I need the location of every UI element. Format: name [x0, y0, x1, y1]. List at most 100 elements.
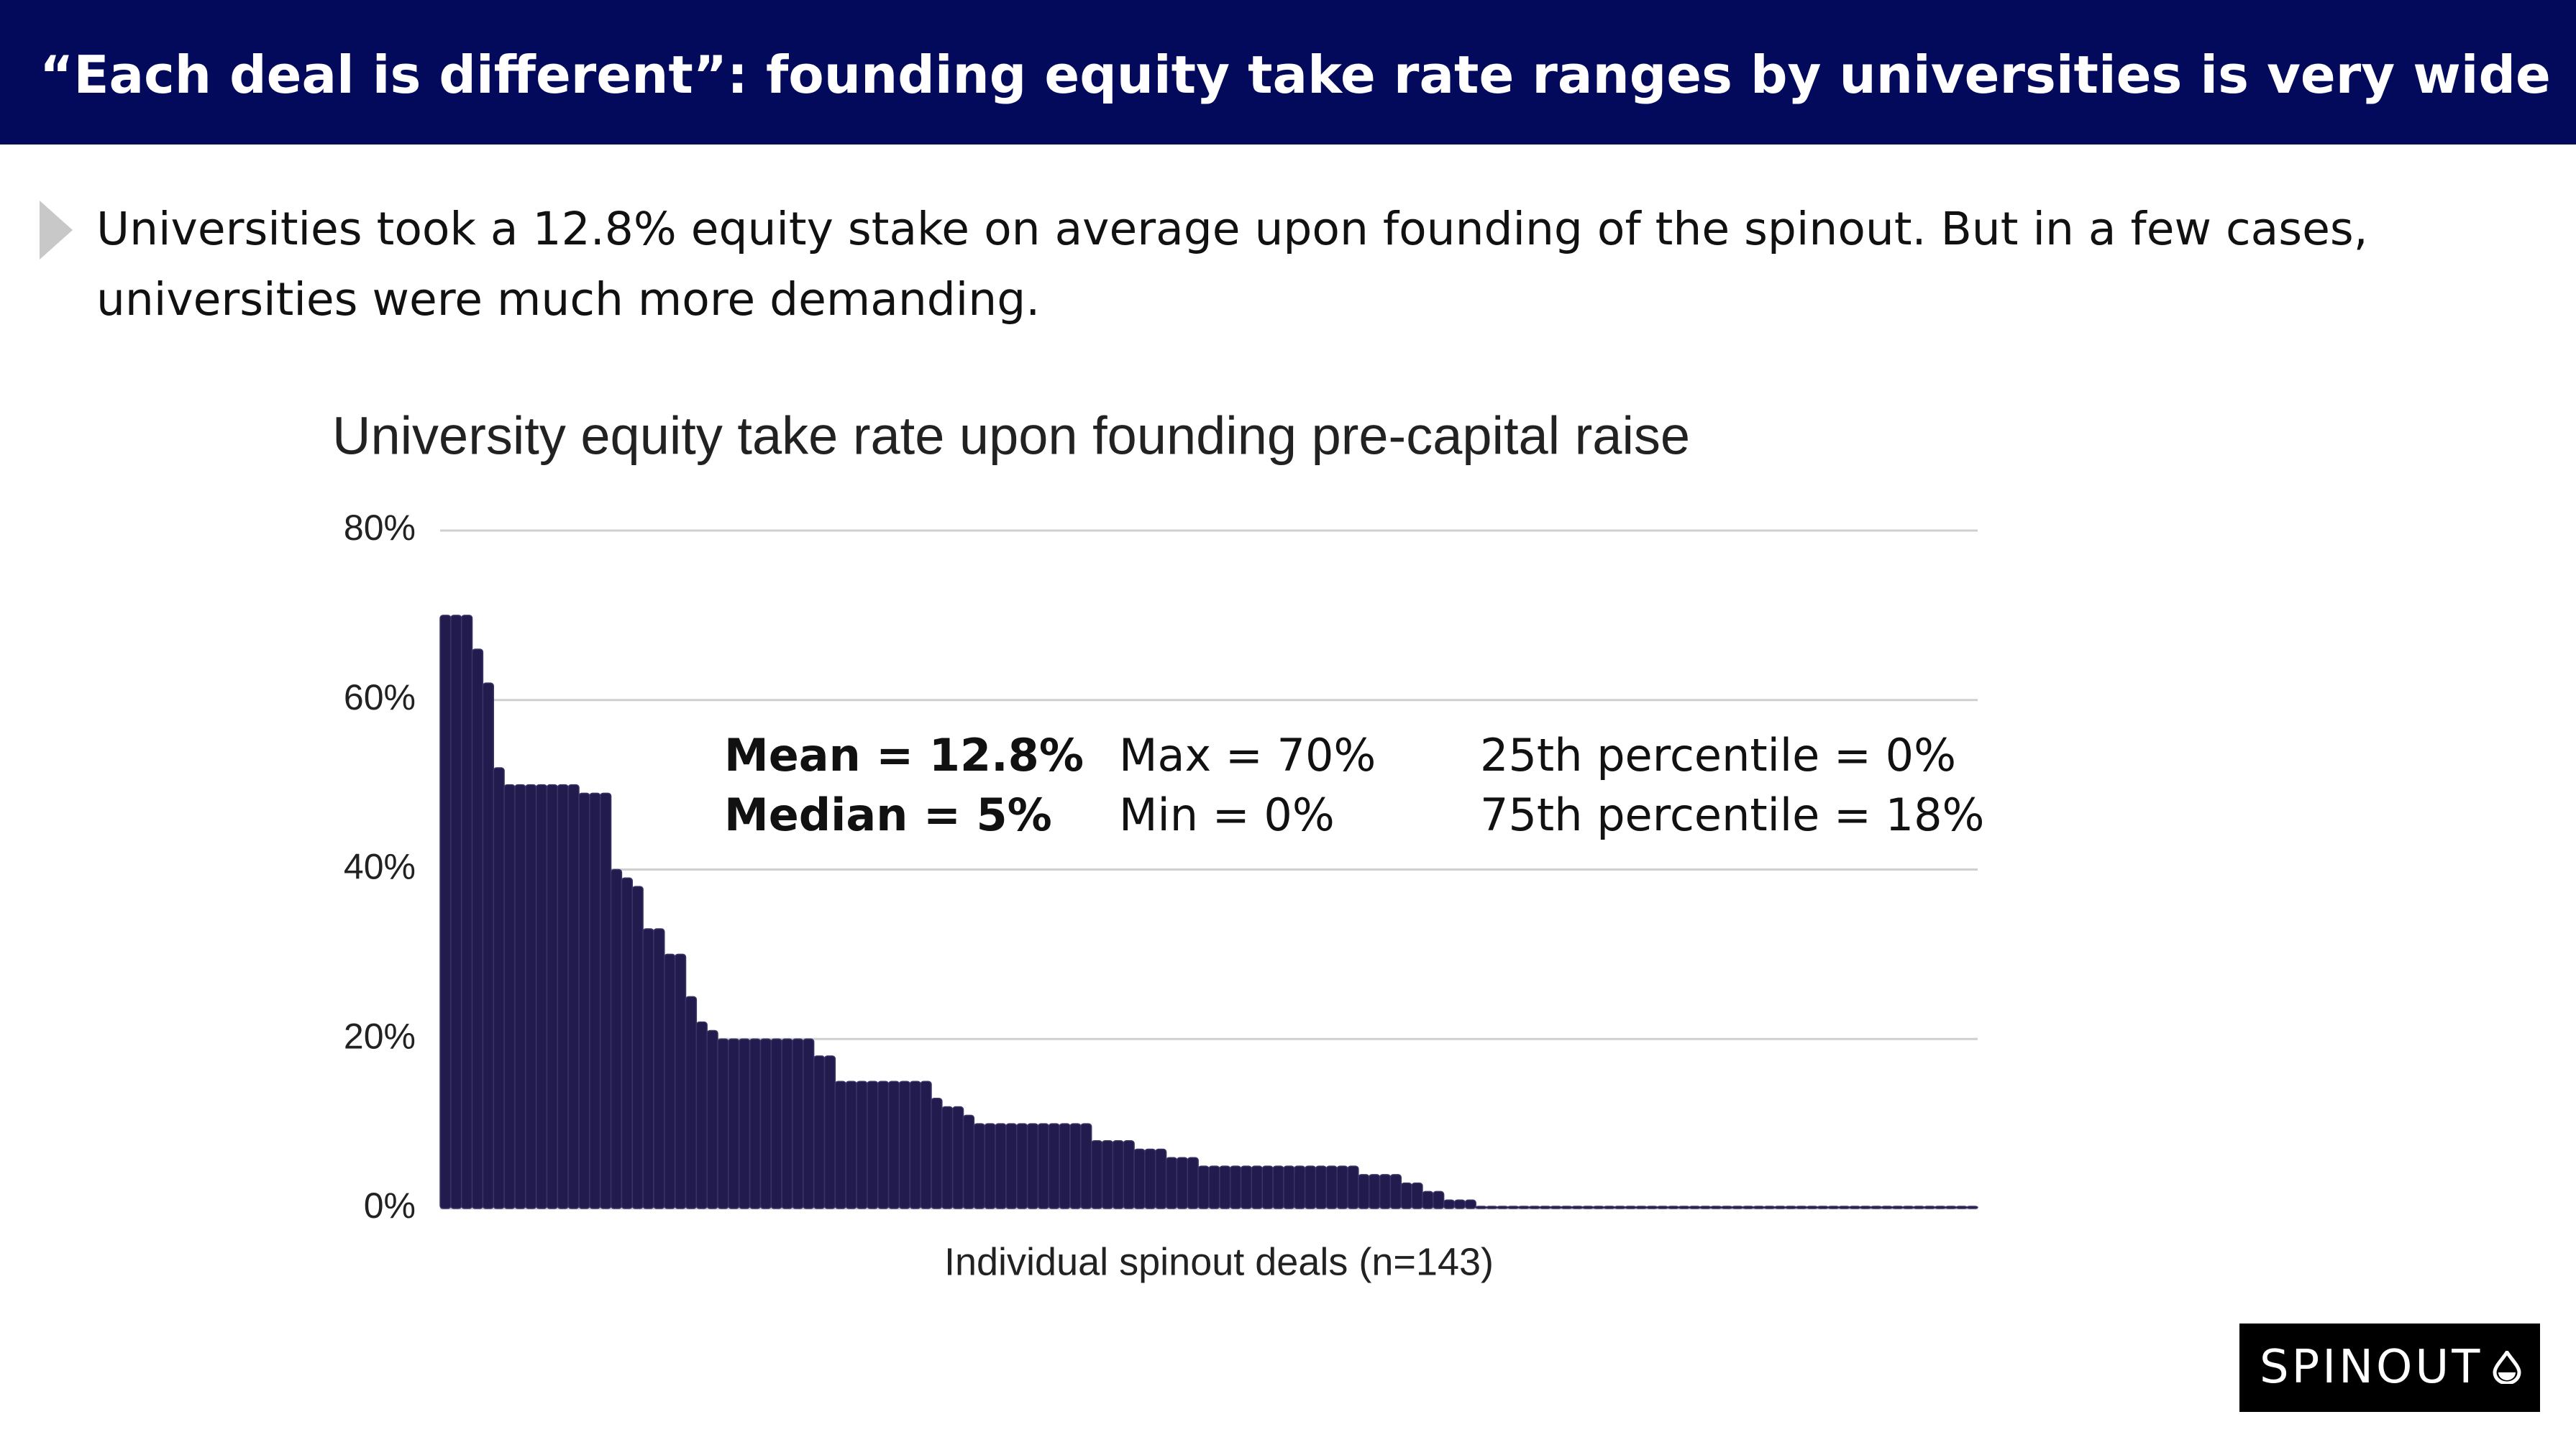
- bar: [931, 1098, 943, 1209]
- bar: [664, 953, 676, 1209]
- bar: [1656, 1206, 1669, 1209]
- bar: [1497, 1206, 1509, 1209]
- y-tick-label: 0%: [364, 1185, 416, 1226]
- bar: [1026, 1123, 1039, 1209]
- stat-annotation: 75th percentile = 18%: [1480, 789, 1984, 841]
- bar: [1197, 1165, 1210, 1209]
- bar: [1795, 1206, 1808, 1209]
- bar: [1645, 1206, 1658, 1209]
- bar: [951, 1106, 964, 1209]
- bar: [1966, 1206, 1978, 1209]
- x-axis-label: Individual spinout deals (n=143): [944, 1240, 1494, 1283]
- bar: [1400, 1182, 1412, 1209]
- bar: [1379, 1174, 1392, 1209]
- bar: [1389, 1174, 1402, 1209]
- bar: [1561, 1206, 1573, 1209]
- bar: [1955, 1206, 1968, 1209]
- bar: [1347, 1165, 1359, 1209]
- bar: [792, 1038, 804, 1209]
- bar: [1689, 1206, 1701, 1209]
- bar: [1924, 1206, 1936, 1209]
- bar: [1144, 1148, 1156, 1209]
- bar: [1785, 1206, 1797, 1209]
- bar: [1304, 1165, 1317, 1209]
- bar: [1891, 1206, 1904, 1209]
- y-tick-label: 60%: [344, 677, 416, 717]
- bar: [525, 784, 537, 1209]
- bar: [1080, 1123, 1092, 1209]
- bullet-arrow: [40, 201, 73, 260]
- bar: [1422, 1191, 1434, 1209]
- bar: [1048, 1123, 1060, 1209]
- bar: [1667, 1206, 1680, 1209]
- brand-logo: SPINOUT: [2239, 1324, 2540, 1412]
- bar: [1870, 1206, 1883, 1209]
- bar: [706, 1029, 718, 1209]
- header-bar: “Each deal is different”: founding equit…: [0, 0, 2576, 144]
- bar: [1315, 1165, 1328, 1209]
- bar: [1069, 1123, 1082, 1209]
- bar: [1603, 1206, 1615, 1209]
- bar: [845, 1081, 857, 1209]
- bar: [1678, 1206, 1690, 1209]
- bar: [471, 648, 484, 1209]
- bar: [1581, 1206, 1594, 1209]
- bar: [1720, 1206, 1733, 1209]
- bar: [685, 996, 698, 1209]
- bar: [1902, 1206, 1914, 1209]
- bar: [1849, 1206, 1861, 1209]
- y-tick-label: 20%: [344, 1016, 416, 1056]
- bar: [759, 1038, 772, 1209]
- bar: [621, 877, 633, 1209]
- bar: [1240, 1165, 1253, 1209]
- bar: [1475, 1206, 1487, 1209]
- bar: [674, 953, 687, 1209]
- bar: [1753, 1206, 1765, 1209]
- bar: [1550, 1206, 1562, 1209]
- bar: [1507, 1206, 1520, 1209]
- bar: [995, 1123, 1007, 1209]
- bar: [653, 928, 665, 1209]
- bar: [514, 784, 526, 1209]
- brand-name: SPINOUT: [2260, 1341, 2483, 1394]
- bar: [1325, 1165, 1338, 1209]
- bar: [1251, 1165, 1263, 1209]
- bar: [493, 767, 505, 1209]
- summary-text: Universities took a 12.8% equity stake o…: [96, 203, 2368, 326]
- bar: [642, 928, 654, 1209]
- bar: [1123, 1139, 1135, 1209]
- bar: [1699, 1206, 1712, 1209]
- bar: [1336, 1165, 1348, 1209]
- bar: [856, 1081, 868, 1209]
- bar: [567, 784, 580, 1209]
- bar: [717, 1038, 729, 1209]
- bar: [898, 1081, 911, 1209]
- brand-icon: [2493, 1351, 2521, 1384]
- bar: [1059, 1123, 1071, 1209]
- bar: [1625, 1206, 1637, 1209]
- bar: [1571, 1206, 1584, 1209]
- bar: [1635, 1206, 1648, 1209]
- bar: [1763, 1206, 1776, 1209]
- y-tick-label: 80%: [344, 508, 416, 548]
- bar: [1272, 1165, 1284, 1209]
- bar: [1037, 1123, 1050, 1209]
- bar: [1358, 1174, 1370, 1209]
- bar: [482, 682, 494, 1209]
- bar: [460, 615, 473, 1209]
- bar: [834, 1081, 846, 1209]
- bar: [1443, 1199, 1456, 1209]
- bar: [1731, 1206, 1744, 1209]
- bar: [439, 615, 452, 1209]
- bar: [1368, 1174, 1381, 1209]
- bar: [1133, 1148, 1146, 1209]
- bar: [1090, 1139, 1103, 1209]
- bar: [1219, 1165, 1231, 1209]
- bar: [1464, 1199, 1476, 1209]
- stat-annotation: 25th percentile = 0%: [1480, 729, 1956, 781]
- bar: [610, 868, 623, 1209]
- bar: [503, 784, 516, 1209]
- bar: [1528, 1206, 1541, 1209]
- bar: [1229, 1165, 1242, 1209]
- bar: [557, 784, 569, 1209]
